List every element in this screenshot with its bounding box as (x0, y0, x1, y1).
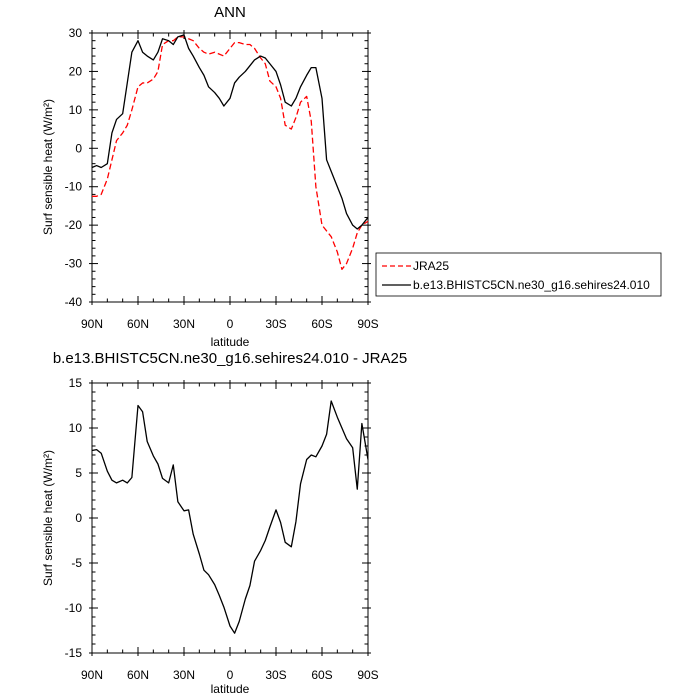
bottom-chart-series-line-0 (91, 400, 369, 634)
bottom-chart-x-tick-label: 90S (357, 668, 378, 682)
bottom-chart-x-tick-label: 60N (127, 668, 149, 682)
bottom-chart-y-tick-label: -5 (71, 556, 82, 570)
bottom-chart-series (91, 400, 369, 634)
bottom-chart-x-tick-label: 60S (311, 668, 332, 682)
bottom-chart-x-axis-label: latitude (211, 682, 250, 696)
bottom-chart-y-tick-label: 10 (69, 421, 83, 435)
top-chart-x-tick-label: 60S (311, 317, 332, 331)
bottom-chart-y-tick-label: 15 (69, 376, 83, 390)
legend-label-model: b.e13.BHISTC5CN.ne30_g16.sehires24.010 (413, 278, 650, 292)
bottom-chart-plot-frame (91, 382, 369, 654)
bottom-chart-tick-labels: 90N 60N 30N 0 30S 60S 90S 15 10 5 0 -5 -10 -15 (65, 376, 379, 682)
top-chart-y-tick-label: -20 (65, 218, 83, 232)
top-chart-x-tick-label: 30N (173, 317, 195, 331)
legend-box (375, 252, 662, 297)
top-chart-plot-frame (91, 32, 369, 303)
top-chart-ticks (89, 30, 371, 305)
bottom-chart-y-tick-label: -10 (65, 601, 83, 615)
top-chart-tick-labels: 90N 60N 30N 0 30S 60S 90S 30 20 10 0 -10 -20 -30 -40 (65, 26, 379, 331)
top-chart-y-tick-label: -30 (65, 257, 83, 271)
bottom-chart-y-axis-label: Surf sensible heat (W/m²) (41, 450, 55, 586)
bottom-chart-title: b.e13.BHISTC5CN.ne30_g16.sehires24.010 -… (53, 350, 407, 367)
bottom-chart-x-tick-label: 0 (227, 668, 234, 682)
top-chart-y-tick-label: -10 (65, 180, 83, 194)
top-chart-y-tick-label: 30 (69, 26, 83, 40)
top-chart-y-tick-label: 0 (75, 141, 82, 155)
top-chart-x-tick-label: 60N (127, 317, 149, 331)
top-chart-y-axis-label: Surf sensible heat (W/m²) (41, 99, 55, 235)
bottom-chart-y-tick-label: -15 (65, 646, 83, 660)
top-chart-y-tick-label: -40 (65, 295, 83, 309)
bottom-chart-x-tick-label: 90N (81, 668, 103, 682)
top-chart-x-tick-label: 90S (357, 317, 378, 331)
top-chart: ANN 90N 60N 30N 0 30S 60S 90S 30 20 10 0 -10 -20 -30 -… (41, 4, 379, 349)
bottom-chart-x-tick-label: 30N (173, 668, 195, 682)
top-chart-x-tick-label: 90N (81, 317, 103, 331)
bottom-chart: b.e13.BHISTC5CN.ne30_g16.sehires24.010 -… (41, 350, 407, 696)
bottom-chart-y-tick-label: 5 (75, 466, 82, 480)
bottom-chart-x-tick-label: 30S (265, 668, 286, 682)
top-chart-series (91, 34, 369, 270)
bottom-chart-ticks (89, 380, 371, 656)
top-chart-y-tick-label: 20 (69, 64, 83, 78)
legend: JRA25 b.e13.BHISTC5CN.ne30_g16.sehires24… (375, 252, 662, 297)
top-chart-x-tick-label: 30S (265, 317, 286, 331)
top-chart-x-tick-label: 0 (227, 317, 234, 331)
top-chart-title: ANN (214, 4, 246, 21)
top-chart-series-line-1 (91, 34, 369, 230)
legend-label-jra25: JRA25 (413, 259, 449, 273)
bottom-chart-y-tick-label: 0 (75, 511, 82, 525)
top-chart-x-axis-label: latitude (211, 335, 250, 349)
top-chart-y-tick-label: 10 (69, 103, 83, 117)
